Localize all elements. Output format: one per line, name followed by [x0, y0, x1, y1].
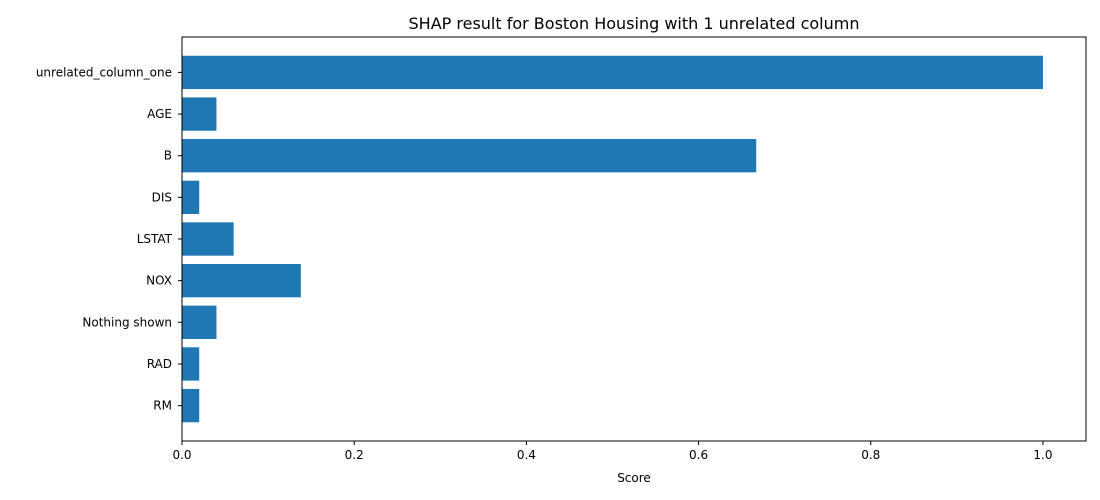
x-axis-label: Score	[617, 471, 651, 485]
bar-nothing-shown	[182, 305, 217, 339]
y-tick-label: Nothing shown	[82, 315, 172, 329]
y-tick-label: unrelated_column_one	[36, 65, 172, 79]
bars-group	[182, 55, 1043, 423]
y-tick-label: AGE	[147, 107, 172, 121]
x-tick-label: 1.0	[1033, 448, 1052, 462]
bar-b	[182, 139, 757, 173]
x-axis-ticks: 0.0 0.2 0.4 0.6 0.8 1.0	[172, 441, 1052, 462]
bar-lstat	[182, 222, 234, 256]
bar-age	[182, 97, 217, 131]
bar-rad	[182, 347, 200, 381]
y-axis-ticks: unrelated_column_one AGE B DIS LSTAT NOX Nothi…	[36, 65, 182, 413]
plot-frame	[181, 36, 1087, 442]
x-tick-label: 0.0	[172, 448, 191, 462]
y-tick-label: LSTAT	[137, 232, 173, 246]
x-tick-label: 0.6	[689, 448, 708, 462]
y-tick-label: RAD	[147, 357, 172, 371]
x-tick-label: 0.2	[345, 448, 364, 462]
chart-title: SHAP result for Boston Housing with 1 un…	[409, 14, 860, 33]
y-tick-label: DIS	[152, 190, 172, 204]
bar-rm	[182, 388, 200, 423]
bar-nox	[182, 263, 301, 298]
x-tick-label: 0.8	[861, 448, 880, 462]
x-tick-label: 0.4	[517, 448, 536, 462]
y-tick-label: B	[164, 149, 172, 163]
bar-dis	[182, 180, 200, 215]
bar-unrelated-column-one	[182, 55, 1043, 90]
y-tick-label: RM	[153, 399, 172, 413]
y-tick-label: NOX	[146, 274, 172, 288]
